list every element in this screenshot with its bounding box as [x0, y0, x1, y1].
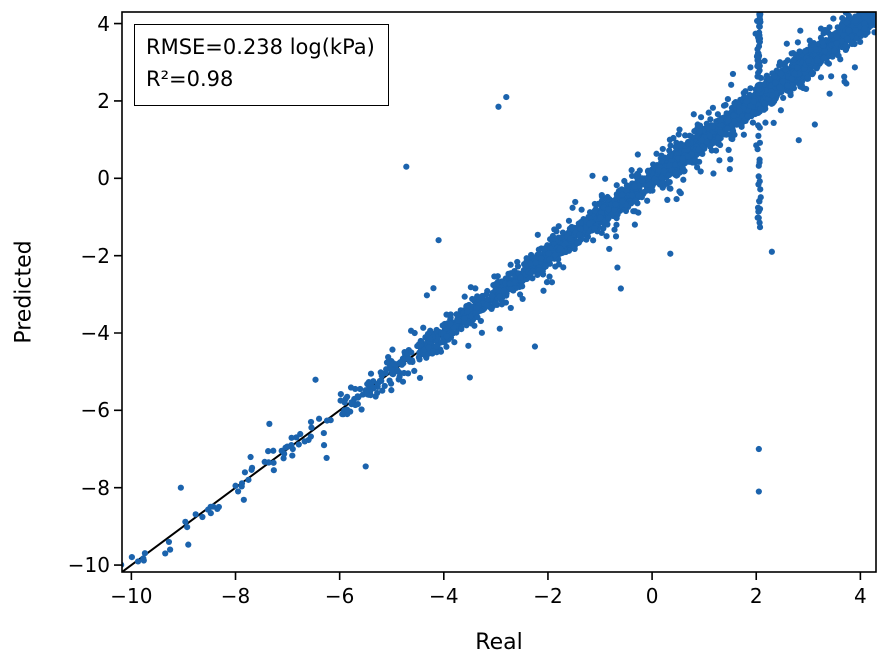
- x-tick-label: 0: [645, 584, 659, 608]
- y-tick-label: −2: [80, 243, 110, 268]
- r2-text: R²=0.98: [146, 66, 234, 91]
- x-tick-label: −10: [110, 584, 153, 608]
- y-tick-label: −4: [80, 320, 110, 345]
- rmse-text: RMSE=0.238 log(kPa): [146, 35, 375, 59]
- x-tick-label: 2: [749, 584, 763, 608]
- y-axis-label: Predicted: [11, 240, 37, 344]
- x-tick-label: −8: [220, 584, 251, 608]
- x-tick-label: −4: [429, 584, 459, 608]
- y-tick-label: −10: [67, 553, 110, 578]
- x-axis-label: Real: [475, 630, 523, 655]
- y-tick-label: 2: [97, 88, 110, 113]
- x-tick-label: −2: [533, 584, 563, 608]
- x-tick-label: 4: [854, 584, 867, 608]
- y-tick-label: −8: [80, 475, 110, 500]
- x-tick-label: −6: [324, 584, 355, 608]
- y-tick-label: 4: [97, 11, 110, 36]
- y-tick-label: −6: [80, 398, 110, 423]
- y-tick-label: 0: [97, 166, 110, 191]
- metrics-annotation-box: RMSE=0.238 log(kPa) R²=0.98: [134, 24, 389, 106]
